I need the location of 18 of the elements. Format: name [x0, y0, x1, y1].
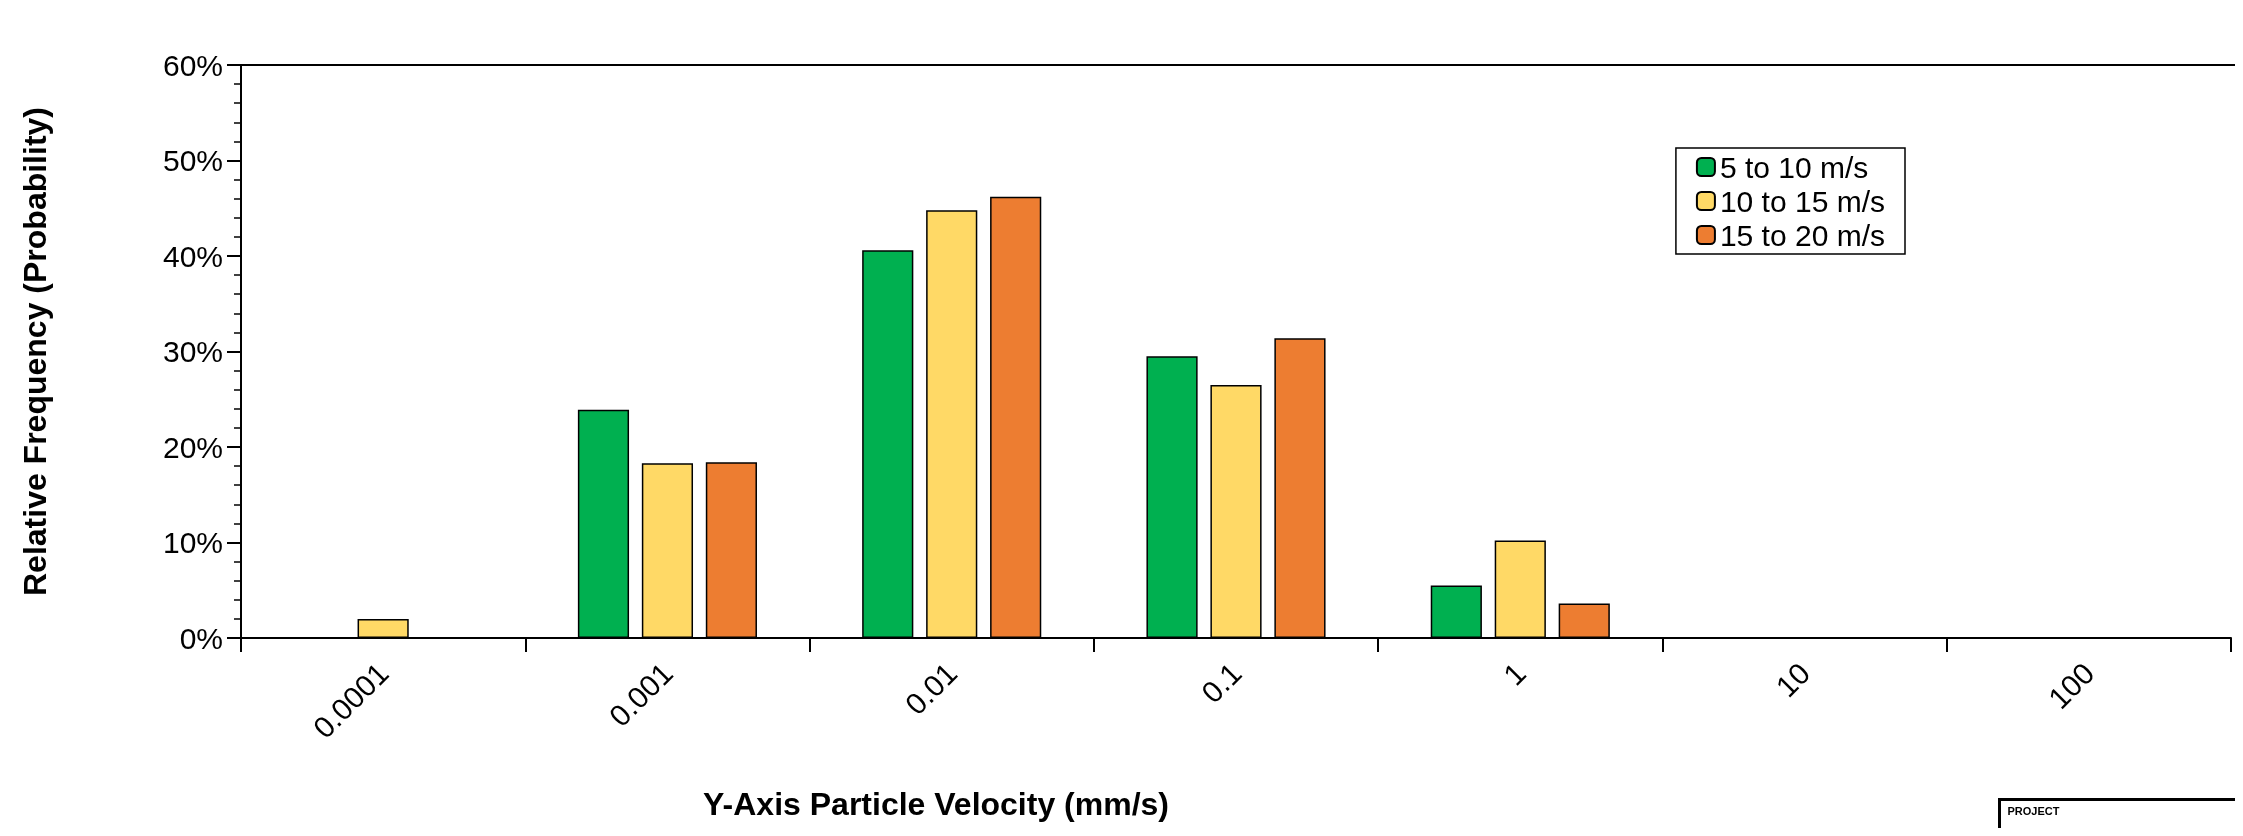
- y-tick-label: 30%: [162, 335, 223, 368]
- text: PROJECT: [2007, 805, 2060, 817]
- x-tick-label: 100: [2041, 656, 2101, 716]
- y-tick-label: 40%: [162, 239, 223, 273]
- x-tick-label: 0.01: [898, 656, 964, 721]
- y-tick-label: 0%: [179, 621, 223, 655]
- y-tick-label: 50%: [162, 144, 223, 177]
- y-axis-title: Relative Frequency (Probability): [17, 106, 53, 597]
- x-axis-title: Y-Axis Particle Velocity (mm/s): [703, 786, 1169, 822]
- x-tick-label: 10: [1769, 656, 1817, 704]
- legend-label: 15 to 20 m/s: [1719, 218, 1886, 252]
- legend-label: 10 to 15 m/s: [1719, 184, 1886, 218]
- y-tick-label: 20%: [162, 430, 223, 464]
- y-tick-label: 10%: [162, 526, 223, 559]
- x-tick-label: 1: [1496, 656, 1532, 692]
- x-tick-label: 0.1: [1194, 656, 1248, 710]
- y-tick-label: 60%: [162, 48, 223, 82]
- legend-label: 5 to 10 m/s: [1719, 150, 1869, 184]
